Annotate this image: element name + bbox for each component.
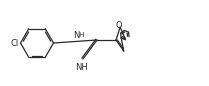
Text: NH: NH	[75, 63, 87, 72]
Text: Cl: Cl	[10, 39, 19, 47]
Text: H: H	[79, 31, 84, 37]
Text: O: O	[116, 21, 122, 30]
Text: N: N	[73, 31, 79, 40]
